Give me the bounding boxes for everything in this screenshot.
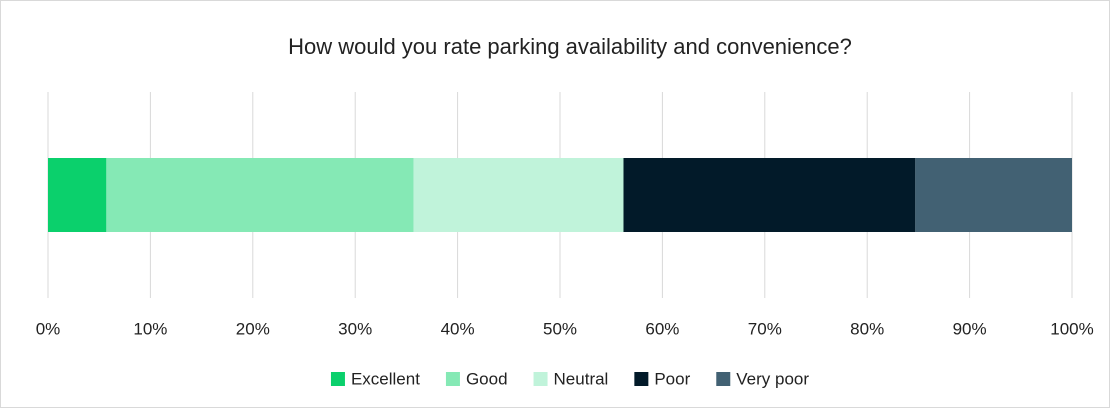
bar-segment — [48, 158, 107, 232]
bar-segment — [106, 158, 414, 232]
legend-label: Poor — [654, 369, 690, 388]
x-tick-label: 70% — [748, 319, 782, 338]
x-tick-label: 40% — [441, 319, 475, 338]
legend-swatch — [716, 372, 731, 386]
x-tick-label: 50% — [543, 319, 577, 338]
x-tick-label: 100% — [1050, 319, 1093, 338]
legend-swatch — [634, 372, 649, 386]
legend-label: Excellent — [351, 369, 420, 388]
bar-segment — [623, 158, 916, 232]
bar-segment — [413, 158, 624, 232]
x-tick-label: 0% — [36, 319, 61, 338]
chart-title: How would you rate parking availability … — [288, 34, 852, 59]
x-tick-label: 10% — [133, 319, 167, 338]
x-tick-label: 30% — [338, 319, 372, 338]
legend-label: Neutral — [554, 369, 609, 388]
legend-swatch — [445, 372, 460, 386]
x-tick-label: 90% — [953, 319, 987, 338]
bar-segment — [915, 158, 1072, 232]
legend-label: Good — [466, 369, 508, 388]
x-tick-label: 20% — [236, 319, 270, 338]
x-tick-label: 80% — [850, 319, 884, 338]
legend-swatch — [330, 372, 345, 386]
legend-swatch — [533, 372, 548, 386]
x-tick-label: 60% — [645, 319, 679, 338]
legend-label: Very poor — [736, 369, 809, 388]
